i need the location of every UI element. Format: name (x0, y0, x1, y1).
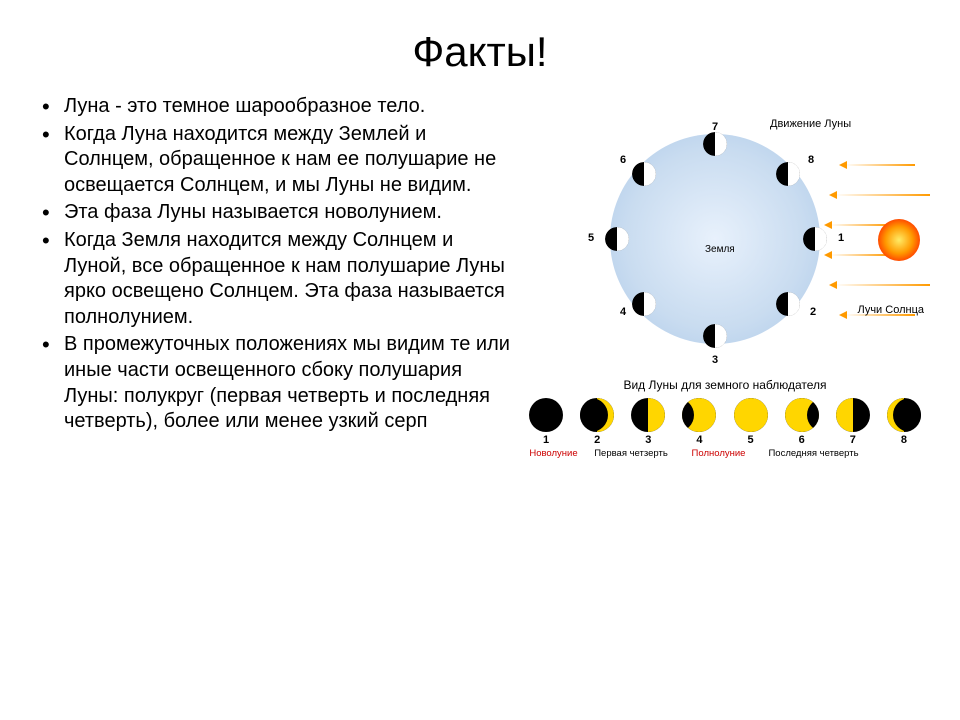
orbit-moon-7 (703, 132, 727, 156)
phase-observer-row: Вид Луны для земного наблюдателя 1234567… (520, 378, 930, 459)
motion-label: Движение Луны (770, 118, 851, 130)
orbit-num-3: 3 (712, 354, 718, 366)
fact-item: Когда Земля находится между Солнцем и Лу… (40, 228, 520, 330)
phase-2: 2 (579, 398, 615, 446)
phase-7: 7 (835, 398, 871, 446)
orbit-num-8: 8 (808, 154, 814, 166)
phase-5: 5 (733, 398, 769, 446)
orbit-num-1: 1 (838, 232, 844, 244)
sun-ray (830, 254, 890, 256)
sun-icon (878, 219, 920, 261)
sun-ray (830, 224, 890, 226)
phase-6: 6 (784, 398, 820, 446)
orbit-diagram: Движение Луны Земля 12345678 Лучи Солнца (520, 124, 930, 364)
content-row: Луна - это темное шарообразное тело.Когд… (0, 94, 960, 459)
fact-item: Когда Луна находится между Землей и Солн… (40, 122, 520, 199)
fact-item: В промежуточных положениях мы видим те и… (40, 332, 520, 434)
orbit-moon-5 (605, 227, 629, 251)
orbit-moon-6 (632, 162, 656, 186)
orbit-num-5: 5 (588, 232, 594, 244)
orbit-num-4: 4 (620, 306, 626, 318)
orbit-num-2: 2 (810, 306, 816, 318)
orbit-moon-8 (776, 162, 800, 186)
fact-item: Эта фаза Луны называется новолунием. (40, 200, 520, 226)
orbit-num-7: 7 (712, 121, 718, 133)
facts-list: Луна - это темное шарообразное тело.Когд… (40, 94, 520, 459)
orbit-num-6: 6 (620, 154, 626, 166)
phase-name: Полнолуние (681, 448, 756, 459)
phase-name: Первая четзерть (581, 448, 681, 459)
orbit-moon-4 (632, 292, 656, 316)
earth-label: Земля (705, 244, 735, 255)
orbit-moon-3 (703, 324, 727, 348)
sun-ray (835, 284, 930, 286)
sun-rays-label: Лучи Солнца (857, 304, 924, 316)
orbit-moon-1 (803, 227, 827, 251)
phase-name: Последняя четверть (756, 448, 871, 459)
orbit-moon-2 (776, 292, 800, 316)
sun-ray (845, 164, 915, 166)
phase-8: 8 (886, 398, 922, 446)
moon-diagram: Движение Луны Земля 12345678 Лучи Солнца… (520, 124, 930, 459)
page-title: Факты! (0, 0, 960, 94)
phase-name: Новолуние (526, 448, 581, 459)
observer-title: Вид Луны для земного наблюдателя (520, 378, 930, 392)
fact-item: Луна - это темное шарообразное тело. (40, 94, 520, 120)
phase-1: 1 (528, 398, 564, 446)
phase-4: 4 (681, 398, 717, 446)
sun-ray (835, 194, 930, 196)
phase-3: 3 (630, 398, 666, 446)
